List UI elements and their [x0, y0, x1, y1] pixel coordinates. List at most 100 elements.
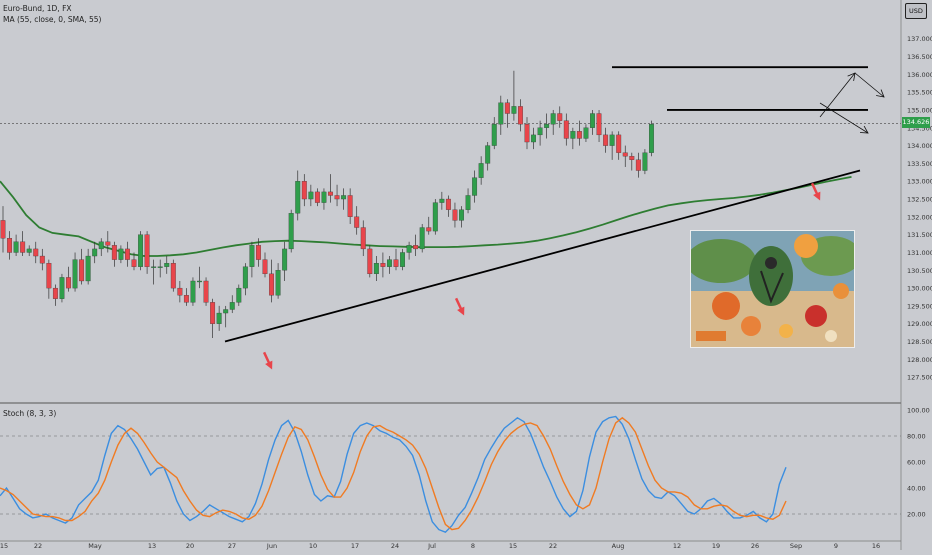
candle-body [157, 266, 163, 268]
candle-body [570, 131, 576, 139]
candle-body [616, 134, 622, 153]
candle-body [131, 259, 137, 267]
stoch-k-line [0, 415, 787, 534]
candle-body [609, 134, 615, 146]
price-tick-label: 137.000 [907, 35, 932, 43]
stoch-tick-label: 40.00 [907, 485, 926, 493]
price-tick-label: 130.000 [907, 285, 932, 293]
candle-body [26, 248, 32, 253]
candle-body [590, 113, 595, 128]
stoch-tick-label: 80.00 [907, 433, 926, 441]
candle-body [105, 241, 111, 246]
price-tick-label: 131.000 [907, 249, 932, 257]
time-tick-label: 27 [228, 542, 236, 550]
time-tick-label: 17 [351, 542, 359, 550]
support-trendline [224, 169, 861, 343]
candle-body [314, 191, 320, 203]
candle-body [518, 106, 523, 125]
price-tick-label: 134.000 [907, 142, 932, 150]
time-tick-label: 26 [751, 542, 759, 550]
price-tick-label: 129.500 [907, 302, 932, 310]
candle-body [445, 198, 451, 210]
candle-body [20, 241, 26, 253]
candle-body [288, 213, 294, 250]
candle-body [66, 277, 71, 289]
candle-body [118, 248, 124, 260]
price-tick-label: 132.500 [907, 196, 932, 204]
price-tick-label: 135.500 [907, 89, 932, 97]
candle-body [236, 287, 242, 303]
candle-body [321, 191, 327, 203]
candle-body [262, 259, 268, 275]
time-tick-label: 16 [872, 542, 880, 550]
time-tick-label: 24 [391, 542, 399, 550]
candle-body [170, 263, 176, 289]
time-tick-label: 22 [34, 542, 42, 550]
red-arrow-sep-head [813, 191, 821, 201]
candle-body [341, 195, 347, 200]
candle-body [498, 102, 504, 125]
time-tick-label: 9 [834, 542, 838, 550]
red-arrow-june-head [265, 360, 273, 370]
candle-body [603, 134, 609, 146]
candle-body [308, 191, 314, 200]
candle-body [13, 241, 19, 253]
currency-button[interactable]: USD [905, 3, 927, 19]
candle-body [229, 302, 235, 310]
red-arrow-sep [810, 182, 821, 201]
candle-body [649, 124, 654, 153]
illustration-image [690, 230, 855, 348]
candle-body [0, 220, 6, 239]
candle-body [491, 124, 497, 146]
candle-body [183, 295, 189, 303]
candle-body [452, 209, 458, 221]
price-tick-label: 131.500 [907, 231, 932, 239]
candle-body [79, 259, 85, 282]
time-tick-label: Aug [612, 542, 625, 550]
candle-body [144, 234, 150, 267]
price-tick-label: 135.000 [907, 106, 932, 114]
price-tick-label: 134.500 [907, 124, 932, 132]
candle-body [511, 106, 517, 114]
candle-body [72, 259, 78, 289]
ma-legend: MA (55, close, 0, SMA, 55) [3, 15, 102, 24]
candle-body [393, 259, 399, 267]
candle-body [164, 263, 170, 267]
candle-body [531, 134, 536, 143]
candle-body [52, 287, 58, 299]
price-tick-label: 136.500 [907, 53, 932, 61]
candle-body [197, 280, 202, 283]
candle-body [111, 245, 117, 260]
candle-body [223, 309, 229, 314]
candle-body [98, 241, 104, 250]
candle-body [46, 263, 52, 289]
time-tick-label: Jun [266, 542, 277, 550]
symbol-title: Euro-Bund, 1D, FX [3, 4, 72, 13]
price-tick-label: 133.000 [907, 178, 932, 186]
last-price-label: 134.626 [902, 117, 930, 128]
candle-body [354, 216, 360, 228]
projection-arrow-down-right-head [876, 89, 885, 98]
time-tick-label: 15 [0, 542, 8, 550]
red-arrow-june [262, 351, 273, 370]
time-tick-label: 20 [186, 542, 194, 550]
stoch-d-line [0, 416, 787, 531]
candle-body [190, 280, 196, 303]
candle-body [39, 255, 45, 264]
candle-body [282, 248, 288, 271]
candle-body [7, 238, 12, 253]
candle-body [419, 227, 425, 250]
candle-body [550, 113, 556, 125]
time-tick-label: 12 [673, 542, 681, 550]
candle-body [59, 277, 65, 299]
candle-body [537, 127, 543, 136]
projection-arrow-down [819, 102, 869, 134]
candle-body [334, 195, 340, 200]
time-tick-label: 19 [712, 542, 720, 550]
candle-body [465, 195, 471, 210]
candle-body [386, 259, 392, 267]
candle-body [485, 145, 491, 164]
candle-body [629, 156, 635, 160]
candle-body [216, 312, 222, 324]
red-arrow-july [454, 297, 465, 316]
